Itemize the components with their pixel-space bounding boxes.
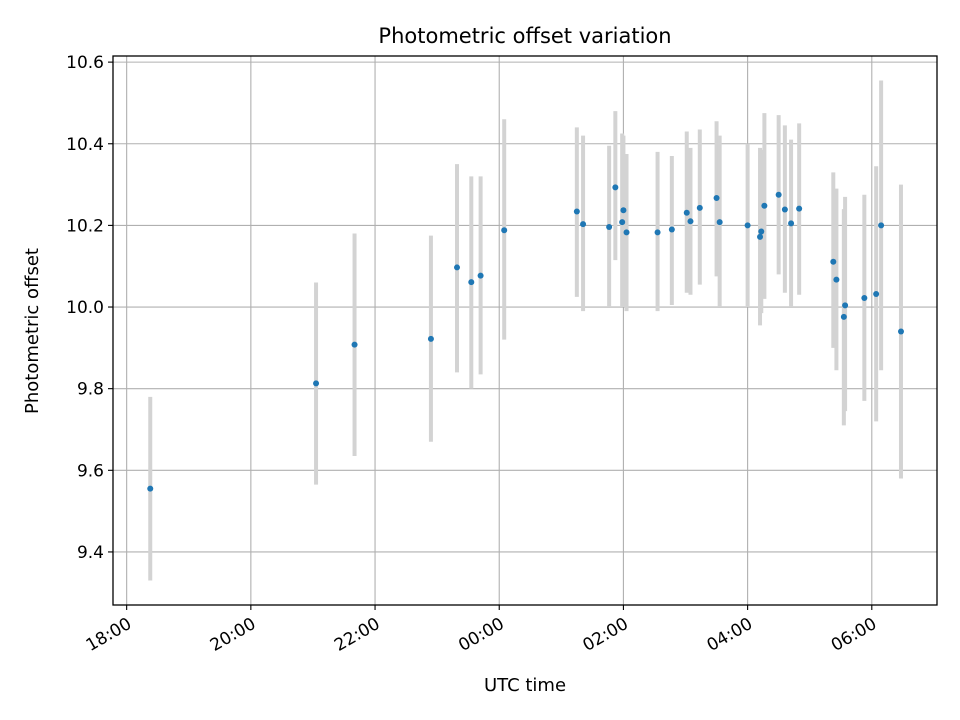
x-axis-title: UTC time: [484, 675, 566, 696]
data-point: [761, 202, 768, 209]
chart-title: Photometric offset variation: [378, 24, 671, 48]
y-tick-label: 9.4: [77, 543, 104, 563]
data-point: [873, 290, 880, 297]
data-point: [716, 219, 723, 226]
data-point: [454, 264, 461, 271]
data-point: [842, 302, 849, 309]
data-point: [606, 224, 613, 231]
data-point: [744, 222, 751, 229]
data-point: [501, 227, 508, 234]
data-point: [654, 229, 661, 236]
data-point: [313, 380, 320, 387]
data-point: [573, 208, 580, 215]
data-point: [713, 195, 720, 202]
data-point: [861, 295, 868, 302]
y-axis-title: Photometric offset: [22, 248, 43, 414]
data-point: [612, 184, 619, 191]
x-gridlines: [126, 56, 873, 605]
data-point: [477, 272, 484, 279]
data-point: [796, 205, 803, 212]
data-point: [788, 220, 795, 227]
data-point: [580, 221, 587, 228]
data-point: [351, 341, 358, 348]
data-point: [775, 191, 782, 198]
data-point: [468, 279, 475, 286]
plot-frame: [112, 55, 938, 606]
data-point: [427, 335, 434, 342]
data-point: [623, 229, 630, 236]
data-point: [757, 233, 764, 240]
y-axis: 9.4 9.6 9.8 10.0 10.2 10.4 10.6: [66, 53, 113, 563]
data-point: [696, 204, 703, 211]
data-point: [619, 219, 626, 226]
y-tick-label: 9.6: [77, 461, 104, 481]
y-tick-label: 10.4: [66, 135, 104, 155]
data-point: [758, 228, 765, 235]
y-tick-label: 9.8: [77, 380, 104, 400]
y-tick-label: 10.0: [66, 298, 104, 318]
y-tick-label: 10.6: [66, 53, 104, 73]
data-point: [840, 313, 847, 320]
data-point: [683, 209, 690, 216]
y-tick-label: 10.2: [66, 216, 104, 236]
data-point: [620, 207, 627, 214]
plot-area: [112, 55, 938, 606]
data-point: [687, 218, 694, 225]
data-point: [878, 222, 885, 229]
data-point: [833, 276, 840, 283]
data-point: [781, 206, 788, 213]
data-point: [830, 258, 837, 265]
data-point: [668, 226, 675, 233]
data-point: [147, 485, 154, 492]
data-points: [147, 184, 904, 492]
data-point: [897, 328, 904, 335]
